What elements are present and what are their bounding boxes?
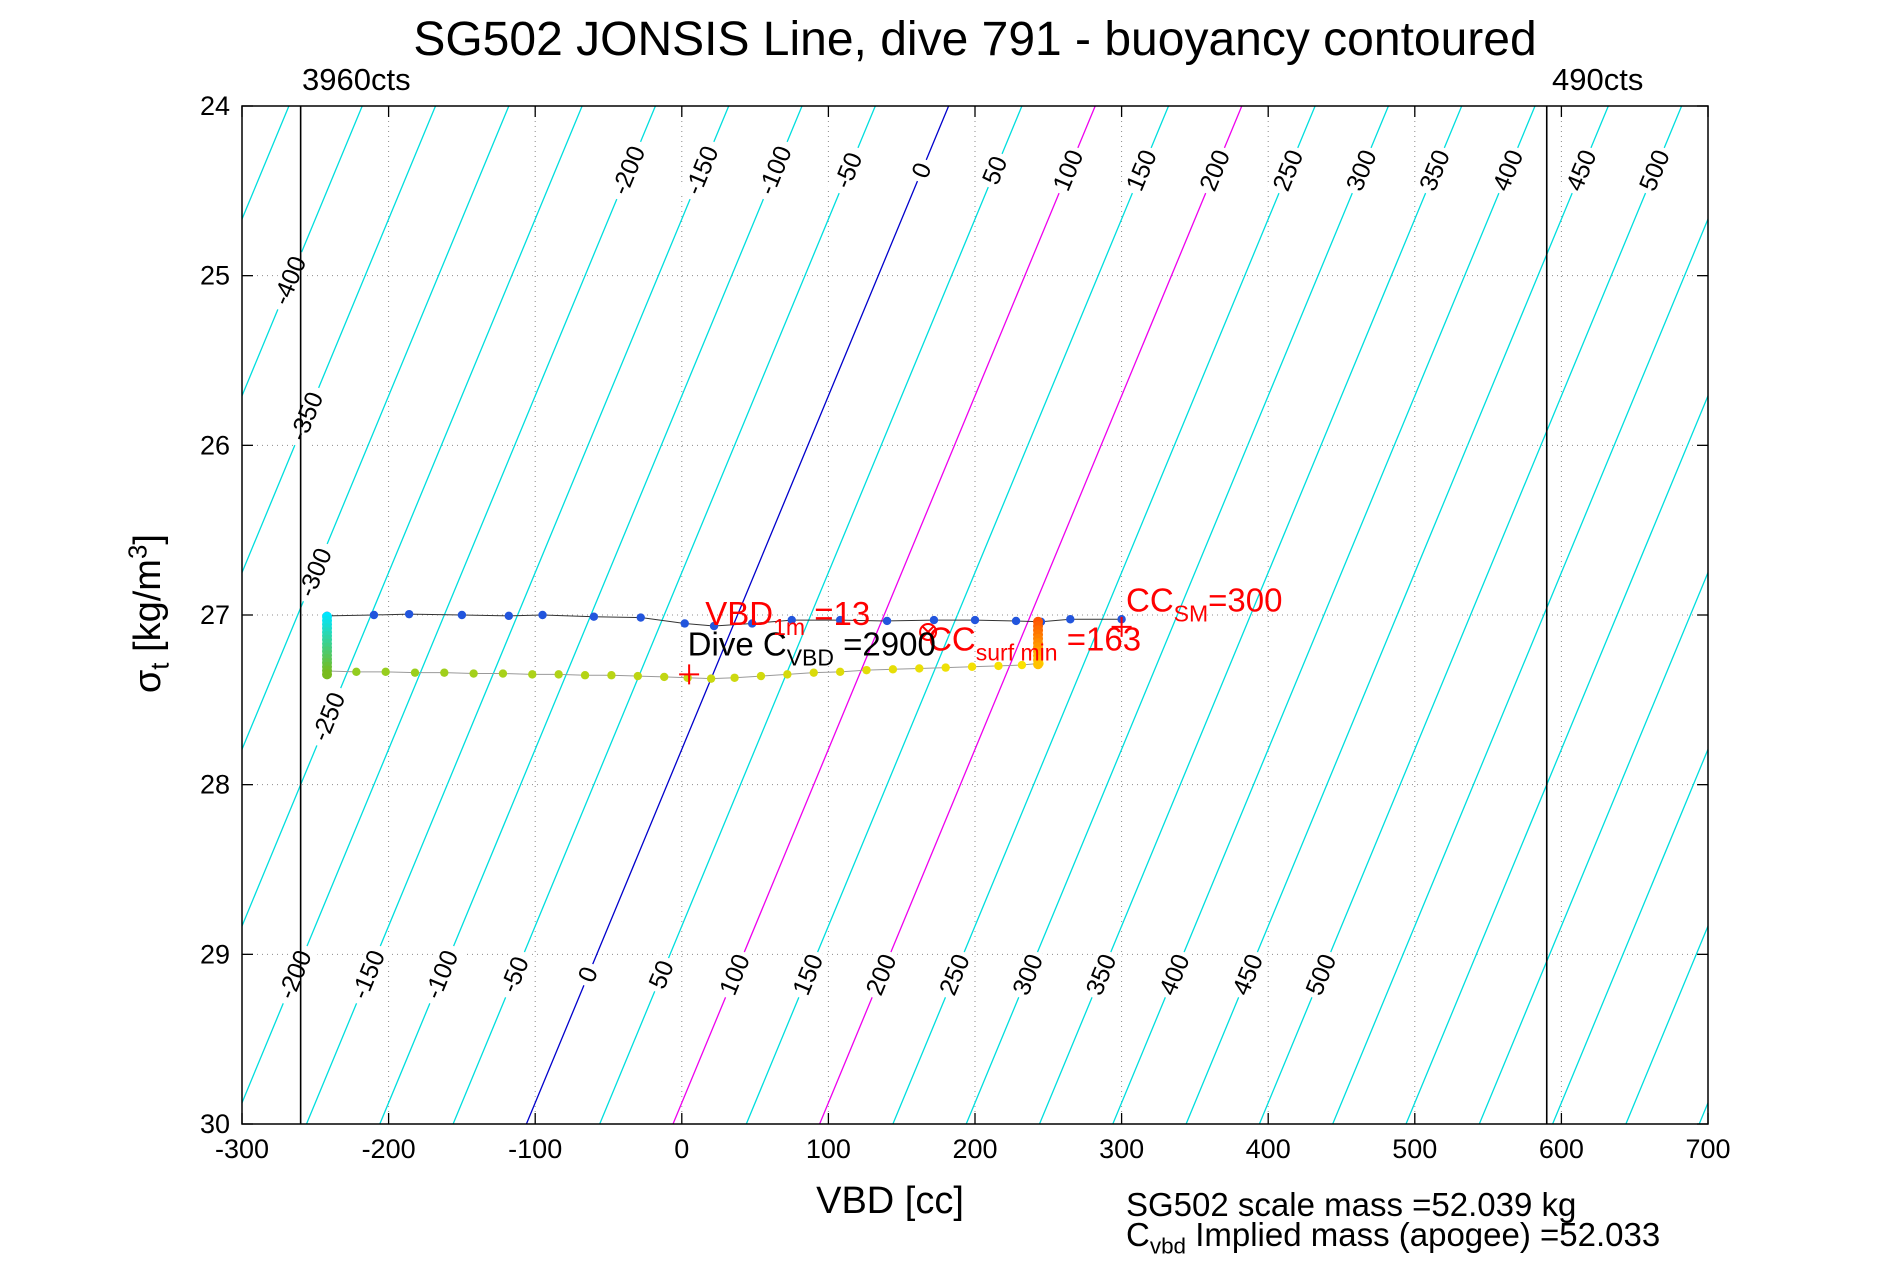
x-axis-label: VBD [cc]	[816, 1180, 964, 1222]
ylabel-sup: 3	[124, 544, 153, 560]
svg-text:-400: -400	[267, 252, 312, 309]
y-tick-label: 26	[200, 430, 230, 460]
x-tick-label: 0	[674, 1134, 689, 1164]
contour-label: 50	[642, 953, 681, 997]
contour-label: -250	[304, 683, 353, 751]
contour-label: 300	[1340, 142, 1384, 199]
y-tick-label: 29	[200, 939, 230, 969]
x-tick-label: -300	[215, 1134, 269, 1164]
chart-title: SG502 JONSIS Line, dive 791 - buoyancy c…	[413, 13, 1537, 66]
x-tick-label: -100	[508, 1134, 562, 1164]
series-apogee-cluster	[322, 611, 333, 680]
contour-label: 250	[1266, 142, 1310, 199]
y-tick-label: 28	[200, 770, 230, 800]
marker-circle-x	[919, 622, 938, 641]
x-tick-label: 400	[1246, 1134, 1291, 1164]
contour-label: 200	[1193, 142, 1237, 199]
contour-label: -300	[291, 538, 340, 607]
ylabel-end: ]	[127, 534, 170, 545]
ylabel-units: [kg/m	[127, 559, 170, 663]
svg-text:-350: -350	[284, 388, 329, 445]
contour-label: -50	[493, 947, 537, 1003]
contour-label: -350	[282, 382, 331, 451]
contour-label: -100	[417, 941, 466, 1009]
series-surf-min-cluster	[1033, 616, 1044, 670]
y-tick-label: 27	[200, 600, 230, 630]
contour-label: 0	[905, 154, 939, 187]
y-tick-label: 24	[200, 91, 230, 121]
contour-label: 450	[1560, 142, 1603, 199]
contour-label: 200	[860, 947, 903, 1003]
contour-label: 300	[1006, 947, 1050, 1003]
contour-label: -200	[271, 941, 320, 1009]
x-tick-label: -200	[362, 1134, 416, 1164]
y-tick-label: 25	[200, 261, 230, 291]
ylabel-sigma: σ	[127, 669, 170, 694]
marker-plus	[1111, 616, 1132, 637]
x-tick-label: 100	[806, 1134, 851, 1164]
svg-text:-100: -100	[753, 142, 798, 199]
implied-mass-text: Cvbd Implied mass (apogee) =52.033	[1126, 1216, 1660, 1260]
contour-label: -200	[604, 136, 653, 205]
x-tick-label: 500	[1392, 1134, 1437, 1164]
contour-label: 400	[1486, 142, 1530, 199]
contour-label: 100	[1047, 142, 1090, 199]
implied-mass-pre: C	[1126, 1216, 1150, 1253]
contour-label: 350	[1080, 947, 1123, 1003]
contour-label: 500	[1299, 947, 1343, 1003]
contour-label: 50	[976, 148, 1015, 193]
svg-text:-200: -200	[606, 142, 651, 199]
contour-label: 250	[933, 947, 977, 1003]
annotation-dive-cvbd: Dive CVBD =2900	[688, 626, 936, 671]
contour-label: 0	[571, 959, 605, 991]
contour-label: 150	[786, 947, 830, 1003]
x-tick-label: 700	[1685, 1134, 1730, 1164]
scale-mass-text: SG502 scale mass =52.039 kg	[1126, 1186, 1577, 1223]
y-axis-label: σt [kg/m3]	[124, 479, 175, 749]
contour-label: -150	[344, 941, 393, 1009]
left-counts-label: 3960cts	[302, 62, 411, 97]
ticks	[241, 105, 1709, 1125]
x-tick-label: 300	[1099, 1134, 1144, 1164]
svg-text:-200: -200	[273, 946, 318, 1003]
contour-label: 100	[713, 947, 757, 1003]
svg-text:-150: -150	[679, 142, 724, 199]
annotation-cc-surf-min: CCsurf min =163	[928, 621, 1141, 666]
contour-label: -150	[678, 136, 726, 205]
contour-label: 350	[1413, 142, 1457, 199]
ylabel-sub: t	[146, 662, 175, 670]
contour-label: -400	[265, 247, 314, 315]
x-tick-label: 200	[952, 1134, 997, 1164]
annotation-cc-sm: CCSM=300	[1126, 582, 1283, 627]
right-counts-label: 490cts	[1552, 62, 1644, 97]
implied-mass-sub: vbd	[1149, 1233, 1187, 1259]
contour-label: 400	[1153, 947, 1197, 1003]
y-tick-label: 30	[200, 1109, 230, 1139]
svg-text:-250: -250	[306, 688, 351, 745]
svg-text:-100: -100	[419, 946, 464, 1003]
marker-plus	[679, 664, 700, 685]
contour-labels: -200 -150 -100 -50 0 50 100 150 200 250 300 350 400 4…	[265, 136, 1677, 1009]
annotation-vbd-1m: VBD1m =13	[705, 595, 870, 640]
implied-mass-post: Implied mass (apogee) =52.033	[1186, 1216, 1661, 1253]
contour-label: 150	[1120, 142, 1164, 199]
contour-label: 450	[1226, 947, 1270, 1003]
x-tick-label: 600	[1539, 1134, 1584, 1164]
contour-label: -100	[751, 136, 800, 205]
contour-label: 500	[1633, 142, 1677, 199]
series-climb-track	[322, 659, 1044, 683]
contour-label: -50	[827, 142, 870, 199]
svg-text:-300: -300	[293, 544, 338, 601]
